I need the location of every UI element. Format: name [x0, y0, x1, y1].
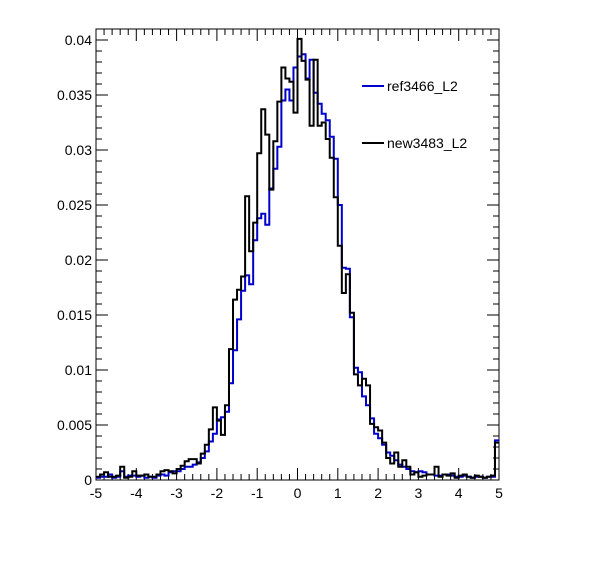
x-tick-label: -1	[251, 485, 264, 501]
x-tick-label: -3	[170, 485, 183, 501]
x-tick-label: 2	[374, 485, 382, 501]
axis-ticks	[95, 28, 500, 481]
x-tick-label: -4	[130, 485, 143, 501]
x-tick-label: 5	[495, 485, 503, 501]
x-tick-label: 3	[415, 485, 423, 501]
y-tick-label: 0.01	[65, 362, 92, 378]
series-line-1	[96, 37, 499, 479]
x-tick-label: 1	[334, 485, 342, 501]
series-line-0	[96, 53, 499, 479]
y-tick-label: 0.005	[57, 417, 92, 433]
y-tick-label: 0.03	[65, 142, 92, 158]
legend-label-1: new3483_L2	[387, 135, 467, 151]
y-tick-label: 0.04	[65, 32, 92, 48]
series-group	[96, 37, 499, 479]
y-tick-label: 0.015	[57, 307, 92, 323]
x-tick-labels: -5 -4 -3 -2 -1 0 1 2 3 4 5	[90, 485, 503, 501]
x-tick-label: -2	[211, 485, 224, 501]
y-tick-label: 0.02	[65, 252, 92, 268]
x-tick-label: -5	[90, 485, 103, 501]
legend: ref3466_L2 new3483_L2	[358, 72, 490, 162]
x-tick-label: 4	[455, 485, 463, 501]
legend-label-0: ref3466_L2	[387, 78, 458, 94]
y-tick-label: 0.025	[57, 197, 92, 213]
y-tick-label: 0	[84, 472, 92, 488]
y-tick-labels: 0 0.005 0.01 0.015 0.02 0.025 0.03 0.035 0.04	[57, 32, 92, 488]
y-tick-label: 0.035	[57, 87, 92, 103]
x-tick-label: 0	[294, 485, 302, 501]
